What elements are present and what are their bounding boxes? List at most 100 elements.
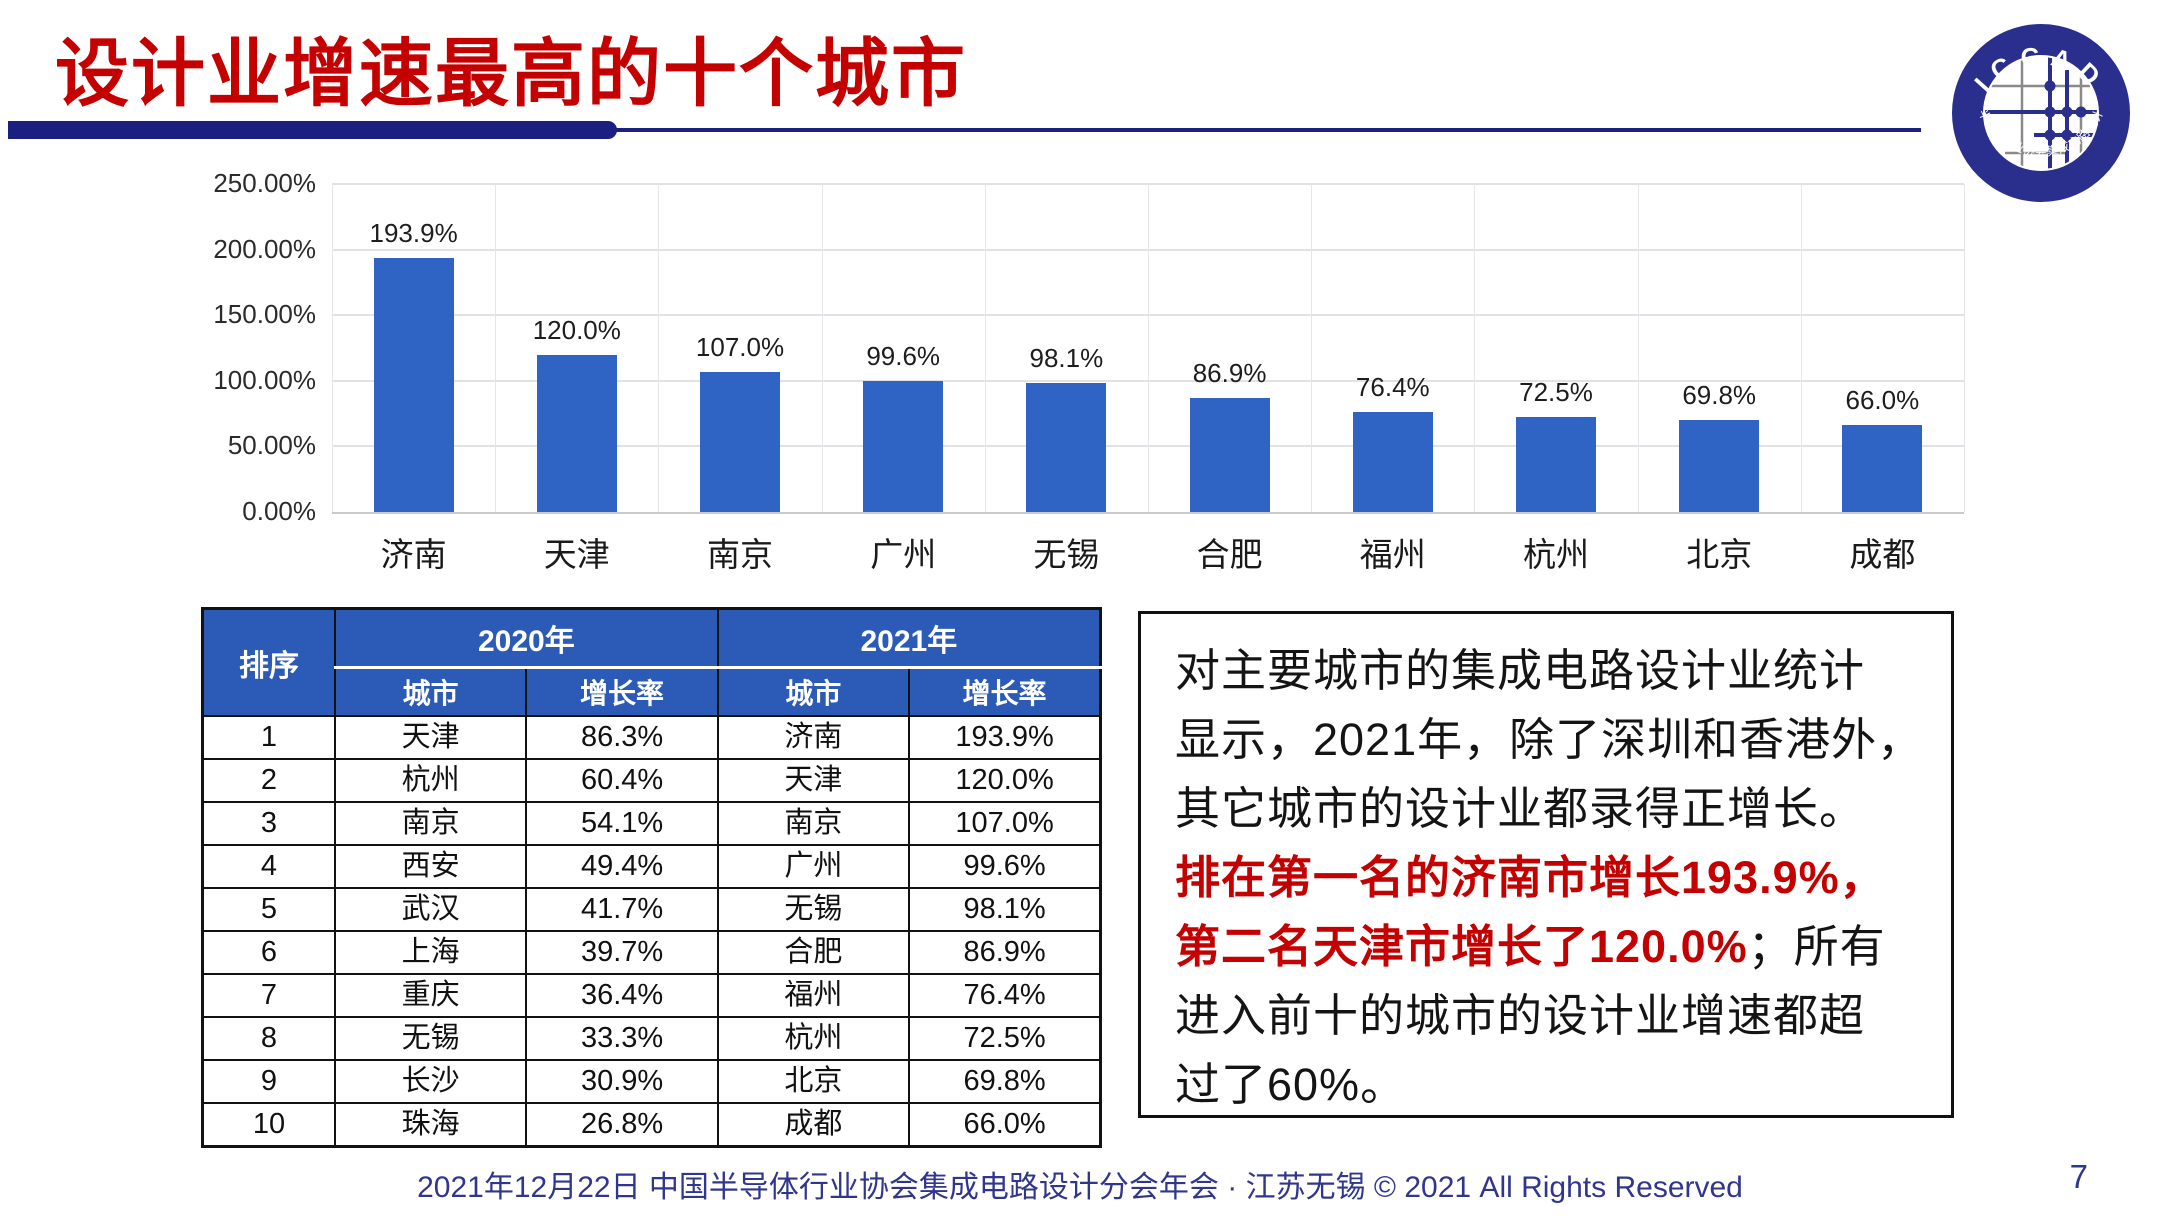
note-line: 排在第一名的济南市增长193.9%， — [1175, 843, 1917, 912]
x-grid-line — [1964, 184, 1965, 512]
note-text: 过了60%。 — [1175, 1059, 1407, 1110]
x-grid-line — [821, 184, 823, 512]
bar-value-label: 107.0% — [695, 331, 785, 362]
growth-2020-cell: 36.4% — [525, 973, 719, 1018]
bar-value-label: 76.4% — [1355, 371, 1430, 402]
table-header-city-2020: 城市 — [333, 666, 528, 717]
note-line: 过了60%。 — [1175, 1050, 1917, 1119]
bar — [1679, 420, 1760, 512]
x-grid-line — [1311, 184, 1313, 512]
rank-cell: 4 — [201, 844, 336, 889]
city-2021-cell: 北京 — [716, 1059, 911, 1104]
city-2021-cell: 广州 — [716, 844, 911, 889]
note-line: 显示，2021年，除了深圳和香港外， — [1175, 705, 1922, 774]
note-text: 其它城市的设计业都录得正增长。 — [1175, 783, 1866, 834]
bar — [1352, 411, 1433, 512]
note-line: 第二名天津市增长了120.0%；所有 — [1175, 912, 1917, 981]
page-title: 设计业增速最高的十个城市 — [55, 32, 967, 115]
table-row: 5 武汉 41.7% 无锡 98.1% — [201, 887, 1102, 932]
growth-2021-cell: 69.8% — [908, 1059, 1102, 1104]
bar-value-label: 99.6% — [866, 341, 941, 372]
growth-2020-cell: 30.9% — [525, 1059, 719, 1104]
table-header-growth-2020: 增长率 — [525, 666, 719, 717]
growth-2020-cell: 86.3% — [525, 715, 719, 760]
table-row: 4 西安 49.4% 广州 99.6% — [201, 844, 1102, 889]
bar-value-label: 66.0% — [1845, 385, 1920, 416]
table-header-2020: 2020年 — [334, 607, 719, 669]
city-2020-cell: 武汉 — [333, 887, 528, 932]
x-grid-line — [658, 184, 660, 512]
x-axis-category-label: 天津 — [543, 536, 610, 573]
title-underline-thick — [8, 121, 617, 139]
city-2020-cell: 珠海 — [333, 1102, 528, 1148]
bar-value-label: 69.8% — [1682, 380, 1757, 411]
bar — [1189, 397, 1270, 512]
growth-2021-cell: 193.9% — [908, 715, 1102, 760]
table-row: 7 重庆 36.4% 福州 76.4% — [201, 973, 1102, 1018]
rank-cell: 2 — [201, 758, 336, 803]
x-axis-category-label: 杭州 — [1523, 536, 1589, 573]
note-text: ；所有 — [1747, 921, 1886, 972]
x-grid-line — [1474, 184, 1476, 512]
table-row: 6 上海 39.7% 合肥 86.9% — [201, 930, 1102, 975]
note-line: 其它城市的设计业都录得正增长。 — [1175, 774, 1917, 843]
x-axis-category-label: 济南 — [380, 536, 447, 573]
y-axis-label: 200.00% — [213, 233, 316, 264]
bar-chart: 0.00% 50.00% 100.00% 150.00% 200.00% 250.00% 1… — [0, 0, 2160, 600]
y-axis-label: 100.00% — [213, 364, 316, 395]
bar — [1026, 383, 1107, 512]
y-axis-label: 50.00% — [227, 430, 316, 461]
city-2020-cell: 重庆 — [333, 973, 528, 1018]
growth-2020-cell: 54.1% — [525, 801, 719, 846]
bar — [700, 371, 780, 512]
table-row: 9 长沙 30.9% 北京 69.8% — [201, 1059, 1102, 1104]
table-row: 10 珠海 26.8% 成都 66.0% — [201, 1102, 1102, 1148]
table-row: 2 杭州 60.4% 天津 120.0% — [201, 758, 1102, 803]
bar-value-label: 193.9% — [369, 217, 458, 248]
growth-2020-cell: 49.4% — [525, 844, 719, 889]
bar — [536, 354, 617, 512]
iccad-logo-icon: ICCAD 中国半导体行业协会集成电路设计分会 — [1950, 22, 2130, 202]
title-underline-thin — [610, 128, 1921, 132]
x-axis-category-label: 南京 — [707, 536, 773, 573]
city-2020-cell: 上海 — [333, 930, 528, 975]
rank-cell: 9 — [201, 1059, 336, 1104]
rank-cell: 1 — [201, 715, 336, 760]
bar-value-label: 120.0% — [532, 314, 621, 345]
bar-value-label: 98.1% — [1029, 343, 1104, 374]
x-grid-line — [984, 184, 986, 512]
city-2020-cell: 无锡 — [333, 1016, 528, 1061]
y-axis-label: 0.00% — [242, 496, 316, 526]
bar — [863, 381, 944, 512]
bar — [373, 257, 454, 512]
growth-2020-cell: 33.3% — [525, 1016, 719, 1061]
city-2021-cell: 杭州 — [716, 1016, 911, 1061]
page-number: 7 — [2069, 1158, 2088, 1195]
city-2020-cell: 西安 — [333, 844, 528, 889]
note-line: 进入前十的城市的设计业增速都超 — [1175, 981, 1917, 1050]
bar-value-label: 72.5% — [1519, 376, 1593, 407]
table-header-2021: 2021年 — [716, 607, 1102, 669]
city-2021-cell: 天津 — [716, 758, 911, 803]
rank-cell: 3 — [201, 801, 336, 846]
y-axis-label: 250.00% — [213, 168, 316, 198]
note-text: 进入前十的城市的设计业增速都超 — [1175, 990, 1866, 1041]
table-header-city-2021: 城市 — [716, 666, 911, 717]
x-axis-category-label: 无锡 — [1033, 536, 1100, 573]
bar-value-label: 86.9% — [1192, 357, 1267, 388]
footer-text: 2021年12月22日 中国半导体行业协会集成电路设计分会年会 · 江苏无锡 ©… — [417, 1171, 1743, 1204]
ranking-table: 排序 2020年 2021年 城市 增长率 城市 增长率 1 天津 86.3% 济南 1… — [201, 607, 1102, 1148]
x-axis-category-label: 成都 — [1849, 536, 1916, 573]
growth-2021-cell: 107.0% — [908, 801, 1102, 846]
x-axis-category-label: 福州 — [1359, 536, 1426, 573]
bar — [1842, 425, 1923, 512]
rank-cell: 7 — [201, 973, 336, 1018]
table-row: 1 天津 86.3% 济南 193.9% — [201, 715, 1102, 760]
city-2021-cell: 南京 — [716, 801, 911, 846]
table-header-growth-2021: 增长率 — [908, 666, 1102, 717]
note-line: 对主要城市的集成电路设计业统计 — [1175, 636, 1917, 705]
bar — [1516, 416, 1596, 512]
note-text: 对主要城市的集成电路设计业统计 — [1175, 645, 1866, 696]
growth-2021-cell: 66.0% — [908, 1102, 1102, 1148]
x-grid-line — [332, 184, 333, 512]
